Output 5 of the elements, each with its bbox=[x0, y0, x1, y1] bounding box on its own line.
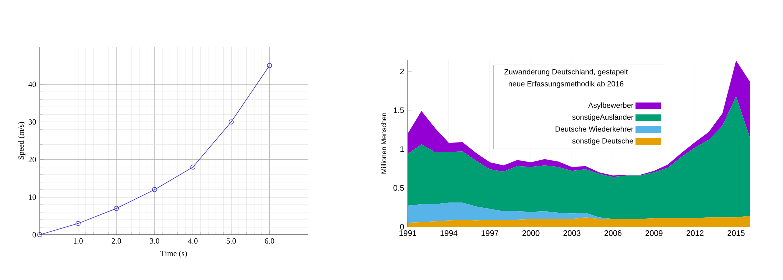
point bbox=[228, 120, 234, 125]
point bbox=[76, 221, 81, 226]
point bbox=[114, 206, 120, 212]
point bbox=[152, 187, 158, 192]
point bbox=[190, 164, 196, 170]
